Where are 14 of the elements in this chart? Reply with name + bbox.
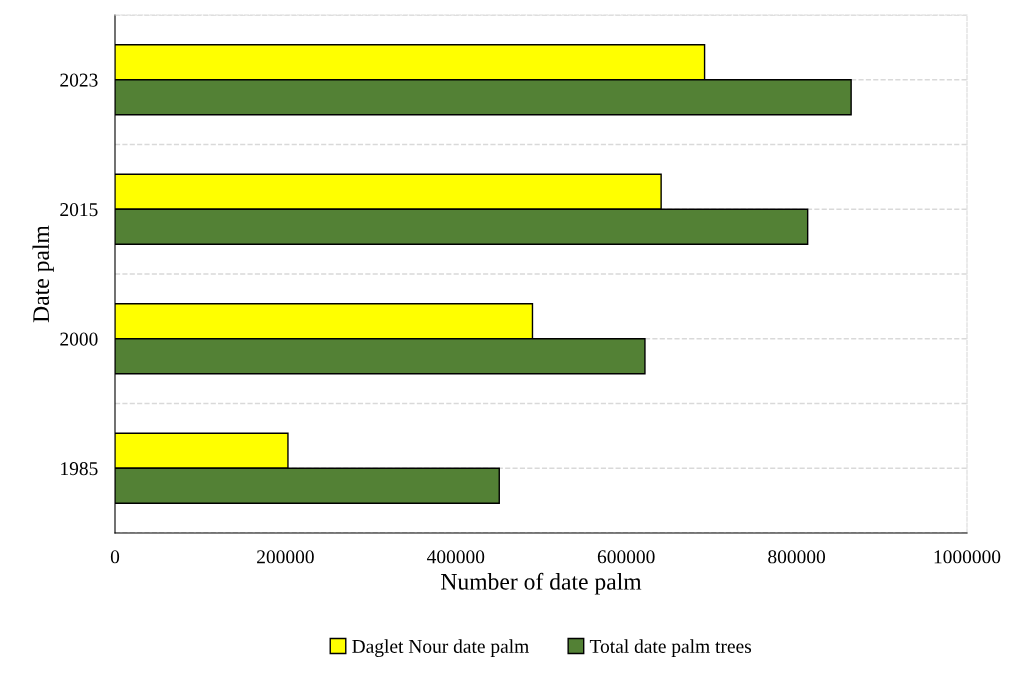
- x-tick-label: 800000: [768, 550, 826, 564]
- x-tick-label: 600000: [597, 550, 655, 564]
- y-tick-label: 2015: [60, 203, 98, 217]
- x-axis-title: Number of date palm: [441, 572, 642, 595]
- y-axis-title: Date palm: [32, 225, 54, 323]
- legend-label: Total date palm trees: [589, 639, 752, 657]
- x-tick-label: 0: [110, 550, 120, 564]
- y-tick-label: 1985: [61, 462, 98, 476]
- legend-label: Daglet Nour date palm: [352, 639, 529, 657]
- y-tick-label: 2000: [60, 332, 98, 346]
- x-tick-label: 200000: [257, 550, 314, 564]
- y-tick-label: 2023: [60, 73, 98, 87]
- x-tick-label: 1000000: [934, 550, 1001, 564]
- x-tick-label: 400000: [427, 550, 485, 564]
